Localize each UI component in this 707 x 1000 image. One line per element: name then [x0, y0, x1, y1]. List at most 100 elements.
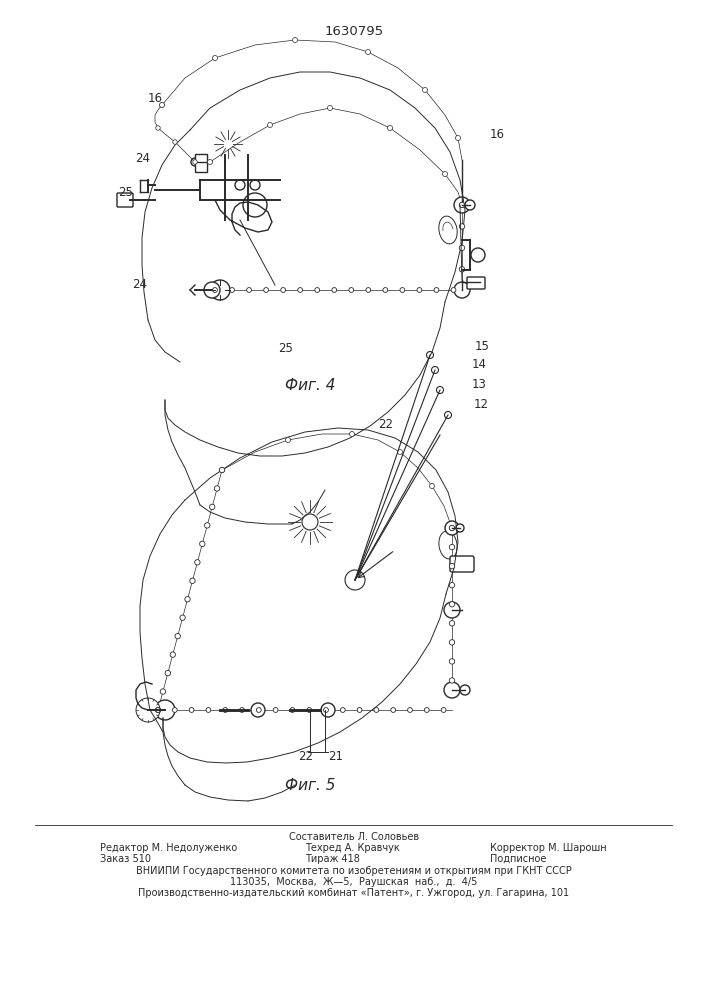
Circle shape	[441, 708, 446, 712]
Text: 16: 16	[490, 128, 505, 141]
Circle shape	[156, 707, 160, 713]
Circle shape	[450, 563, 455, 569]
Circle shape	[451, 288, 456, 292]
Circle shape	[214, 486, 220, 491]
Circle shape	[206, 708, 211, 712]
Text: ВНИИПИ Государственного комитета по изобретениям и открытиям при ГКНТ СССР: ВНИИПИ Государственного комитета по изоб…	[136, 866, 572, 876]
Circle shape	[444, 602, 460, 618]
Circle shape	[460, 245, 464, 251]
Circle shape	[175, 633, 180, 639]
Circle shape	[450, 659, 455, 664]
Circle shape	[400, 288, 405, 292]
Circle shape	[434, 288, 439, 292]
Circle shape	[247, 288, 252, 292]
Text: 22: 22	[378, 418, 393, 431]
Circle shape	[281, 288, 286, 292]
Text: 14: 14	[472, 358, 487, 371]
Circle shape	[444, 682, 460, 698]
Circle shape	[450, 678, 455, 683]
Circle shape	[185, 597, 190, 602]
Circle shape	[460, 202, 464, 208]
Circle shape	[450, 525, 455, 531]
Circle shape	[173, 140, 177, 144]
Circle shape	[429, 483, 435, 489]
Circle shape	[349, 288, 354, 292]
Circle shape	[450, 602, 455, 607]
Circle shape	[426, 352, 433, 359]
Circle shape	[340, 708, 345, 712]
Circle shape	[307, 708, 312, 712]
Circle shape	[160, 689, 165, 694]
Circle shape	[424, 708, 429, 712]
Circle shape	[450, 640, 455, 645]
Circle shape	[273, 708, 278, 712]
Circle shape	[180, 615, 185, 620]
Circle shape	[189, 578, 195, 583]
Circle shape	[156, 708, 160, 712]
Circle shape	[450, 544, 455, 550]
Circle shape	[298, 288, 303, 292]
Circle shape	[324, 708, 328, 712]
Circle shape	[191, 158, 199, 166]
Circle shape	[213, 288, 217, 292]
Circle shape	[240, 708, 245, 712]
Circle shape	[160, 103, 164, 107]
Circle shape	[327, 105, 332, 111]
Circle shape	[456, 524, 464, 532]
Circle shape	[450, 621, 455, 626]
Text: 24: 24	[132, 278, 147, 291]
Circle shape	[267, 122, 272, 128]
Circle shape	[230, 288, 235, 292]
Text: Корректор М. Шарошн: Корректор М. Шарошн	[490, 843, 607, 853]
Circle shape	[210, 280, 230, 300]
Text: Заказ 510: Заказ 510	[100, 854, 151, 864]
Text: 15: 15	[475, 340, 490, 353]
Circle shape	[251, 703, 265, 717]
Circle shape	[250, 180, 260, 190]
Circle shape	[460, 224, 464, 229]
Circle shape	[450, 525, 455, 531]
Circle shape	[454, 282, 470, 298]
Circle shape	[391, 708, 396, 712]
Circle shape	[460, 267, 464, 272]
Circle shape	[445, 412, 452, 418]
Text: Редактор М. Недолуженко: Редактор М. Недолуженко	[100, 843, 238, 853]
Text: 1630795: 1630795	[325, 25, 384, 38]
Circle shape	[264, 288, 269, 292]
Text: 21: 21	[328, 750, 343, 763]
Circle shape	[207, 159, 213, 165]
Circle shape	[223, 708, 228, 712]
Circle shape	[397, 449, 402, 455]
Circle shape	[213, 55, 218, 61]
FancyBboxPatch shape	[195, 154, 207, 172]
Circle shape	[173, 708, 177, 712]
Text: 12: 12	[474, 398, 489, 411]
Circle shape	[455, 135, 460, 141]
Circle shape	[315, 288, 320, 292]
Circle shape	[383, 288, 387, 292]
Circle shape	[465, 200, 475, 210]
Circle shape	[209, 504, 215, 510]
Circle shape	[366, 49, 370, 55]
Text: Фиг. 4: Фиг. 4	[285, 378, 335, 393]
Circle shape	[349, 431, 354, 437]
Text: 24: 24	[135, 152, 150, 165]
Circle shape	[431, 366, 438, 373]
Circle shape	[357, 708, 362, 712]
Circle shape	[286, 437, 291, 443]
Circle shape	[170, 652, 175, 657]
Text: 13: 13	[472, 378, 487, 391]
Circle shape	[450, 582, 455, 588]
Circle shape	[321, 703, 335, 717]
Circle shape	[417, 288, 422, 292]
Circle shape	[204, 523, 210, 528]
Circle shape	[194, 560, 200, 565]
Circle shape	[423, 87, 428, 93]
Circle shape	[155, 700, 175, 720]
Circle shape	[374, 708, 379, 712]
Text: Техред А. Кравчук: Техред А. Кравчук	[305, 843, 399, 853]
Circle shape	[332, 288, 337, 292]
FancyBboxPatch shape	[117, 193, 133, 207]
Circle shape	[293, 37, 298, 43]
Text: 113035,  Москва,  Ж—̵5,  Раушская  наб.,  д.  4/5: 113035, Москва, Ж—̵5, Раушская наб., д. …	[230, 877, 478, 887]
